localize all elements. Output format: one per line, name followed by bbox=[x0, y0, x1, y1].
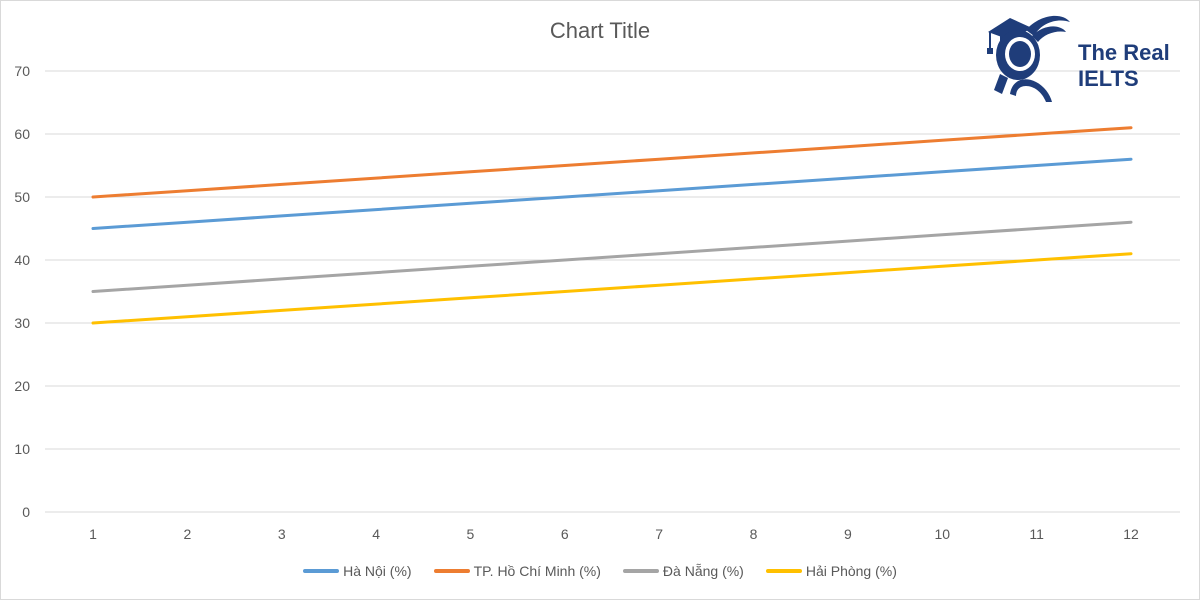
x-tick-label: 11 bbox=[1029, 526, 1044, 542]
series-line bbox=[91, 157, 1133, 230]
series-line bbox=[91, 126, 1133, 199]
legend-swatch-icon bbox=[303, 569, 340, 573]
legend-item: TP. Hồ Chí Minh (%) bbox=[433, 563, 601, 579]
y-tick-label: 20 bbox=[14, 378, 30, 394]
legend-label: TP. Hồ Chí Minh (%) bbox=[473, 563, 601, 579]
logo-line1: The Real bbox=[1078, 40, 1170, 65]
y-tick-label: 60 bbox=[14, 126, 30, 142]
legend-label: Hà Nội (%) bbox=[343, 563, 412, 579]
legend-swatch-icon bbox=[765, 569, 802, 573]
x-tick-label: 10 bbox=[934, 526, 950, 542]
y-tick-label: 0 bbox=[22, 504, 30, 520]
y-tick-label: 10 bbox=[14, 441, 30, 457]
legend-label: Đà Nẵng (%) bbox=[662, 563, 744, 579]
y-tick-label: 50 bbox=[14, 189, 30, 205]
chart-title: Chart Title bbox=[549, 18, 651, 43]
x-tick-label: 1 bbox=[89, 526, 97, 542]
y-tick-label: 70 bbox=[14, 63, 30, 79]
x-tick-label: 7 bbox=[655, 526, 663, 542]
series-line bbox=[91, 252, 1133, 325]
logo-line2: IELTS bbox=[1078, 66, 1139, 91]
x-tick-label: 5 bbox=[467, 526, 475, 542]
series-line bbox=[91, 220, 1133, 293]
legend-swatch-icon bbox=[433, 569, 470, 573]
x-tick-label: 4 bbox=[372, 526, 380, 542]
legend-item: Hải Phòng (%) bbox=[765, 563, 897, 579]
legend-item: Hà Nội (%) bbox=[303, 563, 412, 579]
legend-swatch-icon bbox=[622, 569, 659, 573]
x-tick-label: 6 bbox=[561, 526, 569, 542]
x-tick-label: 12 bbox=[1123, 526, 1139, 542]
y-tick-label: 40 bbox=[14, 252, 30, 268]
logo-text: The Real IELTS bbox=[1078, 40, 1170, 92]
logo-icon bbox=[987, 15, 1070, 102]
legend-label: Hải Phòng (%) bbox=[805, 563, 897, 579]
x-tick-label: 2 bbox=[183, 526, 191, 542]
y-tick-label: 30 bbox=[14, 315, 30, 331]
legend-item: Đà Nẵng (%) bbox=[622, 563, 744, 579]
legend: Hà Nội (%) TP. Hồ Chí Minh (%) Đà Nẵng (%)… bbox=[0, 563, 1200, 579]
x-tick-label: 9 bbox=[844, 526, 852, 542]
x-tick-label: 8 bbox=[750, 526, 758, 542]
x-tick-label: 3 bbox=[278, 526, 286, 542]
